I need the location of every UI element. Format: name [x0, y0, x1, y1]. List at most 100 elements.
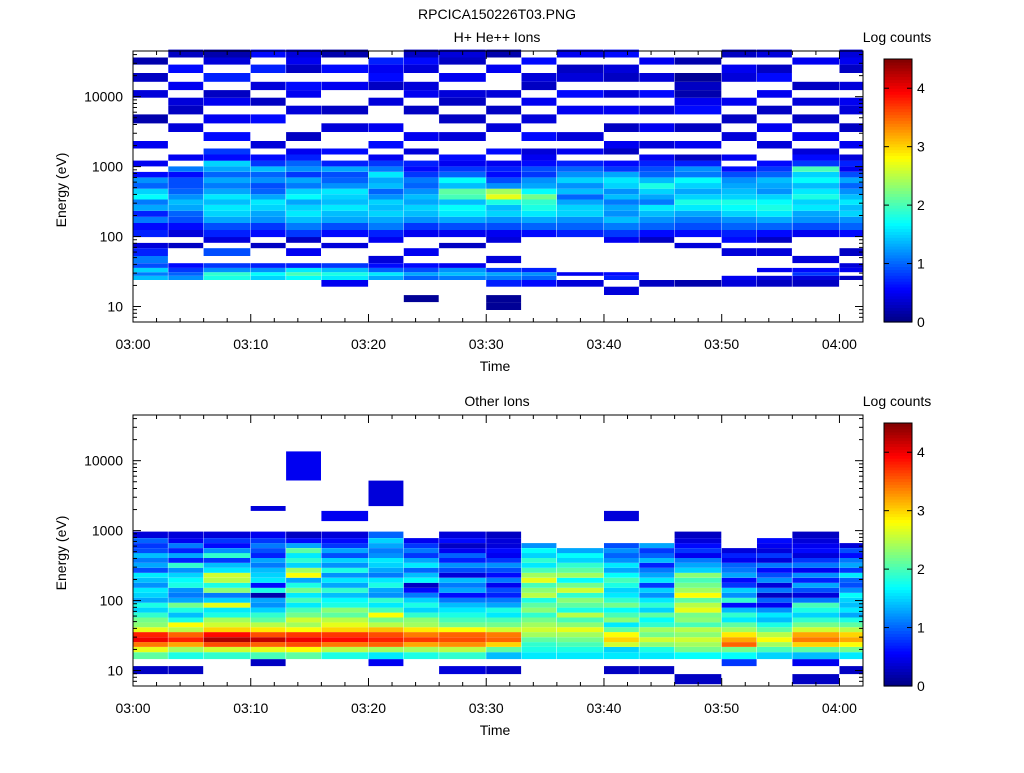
- heatmap-cell: [839, 632, 863, 638]
- heatmap-cell: [521, 562, 557, 568]
- heatmap-cell: [521, 216, 557, 223]
- heatmap-cell: [757, 280, 792, 287]
- y-tick-label: 10000: [84, 89, 123, 105]
- heatmap-cell: [674, 177, 722, 184]
- heatmap-cell: [839, 548, 863, 554]
- colorbar-swatch: [884, 642, 912, 646]
- heatmap-cell: [203, 73, 251, 82]
- heatmap-cell: [286, 627, 321, 633]
- heatmap-cell: [168, 543, 204, 548]
- colorbar-swatch: [884, 76, 912, 81]
- colorbar-swatch: [884, 172, 912, 177]
- heatmap-cell: [556, 553, 604, 558]
- heatmap-cell: [321, 105, 369, 115]
- heatmap-cell: [403, 647, 439, 653]
- heatmap-cell: [757, 222, 792, 230]
- heatmap-cell: [639, 105, 675, 115]
- heatmap-cell: [556, 73, 604, 82]
- heatmap-cell: [757, 177, 792, 184]
- heatmap-cell: [286, 617, 321, 623]
- heatmap-cell: [250, 188, 286, 195]
- heatmap-cell: [321, 199, 369, 205]
- heatmap-cell: [368, 607, 404, 613]
- heatmap-cell: [639, 222, 675, 230]
- heatmap-cell: [321, 642, 369, 647]
- y-tick-label: 10: [107, 662, 123, 678]
- x-ticks: 03:00 03:10 03:20 03:30 03:40 03:50 04:00: [115, 51, 864, 352]
- heatmap-cell: [604, 166, 639, 172]
- heatmap-cell: [521, 188, 557, 195]
- heatmap-cell: [486, 302, 522, 310]
- heatmap-cells: [133, 49, 863, 310]
- heatmap-cell: [403, 543, 439, 548]
- heatmap-cell: [486, 90, 522, 98]
- heatmap-cell: [674, 73, 722, 82]
- heatmap-cell: [521, 73, 557, 82]
- heatmap-cell: [321, 627, 369, 633]
- heatmap-cell: [486, 105, 522, 115]
- heatmap-cell: [639, 171, 675, 178]
- heatmap-cell: [133, 607, 168, 613]
- colorbar-swatch: [884, 674, 912, 678]
- heatmap-cell: [486, 171, 522, 178]
- colorbar-swatch: [884, 61, 912, 66]
- heatmap-cell: [604, 171, 639, 178]
- heatmap-cell: [168, 272, 204, 276]
- heatmap-cell: [439, 607, 486, 613]
- heatmap-cell: [203, 548, 251, 554]
- heatmap-cell: [604, 90, 639, 98]
- heatmap-cell: [792, 612, 840, 618]
- heatmap-cell: [368, 627, 404, 633]
- heatmap-cell: [839, 558, 863, 563]
- heatmap-cell: [521, 607, 557, 613]
- heatmap-cell: [556, 577, 604, 583]
- heatmap-cell: [321, 166, 369, 172]
- colorbar-swatch: [884, 446, 912, 450]
- heatmap-cell: [757, 637, 792, 643]
- heatmap-cell: [556, 148, 604, 155]
- heatmap-cell: [286, 57, 321, 65]
- heatmap-cell: [321, 171, 369, 178]
- heatmap-cell: [721, 73, 757, 82]
- heatmap-cell: [439, 188, 486, 195]
- colorbar-swatch: [884, 563, 912, 567]
- heatmap-cell: [321, 177, 369, 184]
- heatmap-cell: [203, 612, 251, 618]
- heatmap-cell: [439, 558, 486, 563]
- colorbar-swatch: [884, 196, 912, 200]
- heatmap-cell: [250, 114, 286, 124]
- heatmap-cell: [521, 148, 557, 155]
- heatmap-cell: [168, 577, 204, 583]
- heatmap-cell: [133, 627, 168, 633]
- colorbar-tick-label: 3: [917, 139, 925, 155]
- heatmap-cell: [556, 64, 604, 73]
- heatmap-cell: [403, 652, 439, 660]
- heatmap-cell: [168, 267, 204, 273]
- heatmap-cell: [757, 652, 792, 660]
- colorbar-swatch: [884, 469, 912, 474]
- heatmap-cell: [168, 562, 204, 568]
- heatmap-cell: [321, 538, 369, 544]
- colorbar-swatch: [884, 551, 912, 556]
- heatmap-cell: [521, 612, 557, 618]
- heatmap-cell: [439, 538, 486, 544]
- heatmap-cell: [757, 90, 792, 98]
- heatmap-cell: [133, 255, 168, 264]
- colorbar-swatch: [884, 639, 912, 643]
- heatmap-cell: [792, 652, 840, 660]
- heatmap-cell: [721, 280, 757, 287]
- heatmap-cell: [439, 602, 486, 608]
- heatmap-cell: [286, 132, 321, 141]
- heatmap-cell: [721, 114, 757, 124]
- colorbar-swatch: [884, 677, 912, 681]
- heatmap-cell: [368, 612, 404, 618]
- heatmap-cell: [674, 204, 722, 211]
- heatmap-cell: [133, 538, 168, 544]
- y-tick-label: 100: [100, 229, 124, 245]
- heatmap-cell: [721, 637, 757, 643]
- heatmap-cell: [757, 141, 792, 149]
- heatmap-cell: [286, 199, 321, 205]
- heatmap-cell: [403, 160, 439, 167]
- heatmap-cell: [674, 582, 722, 588]
- heatmap-cell: [721, 612, 757, 618]
